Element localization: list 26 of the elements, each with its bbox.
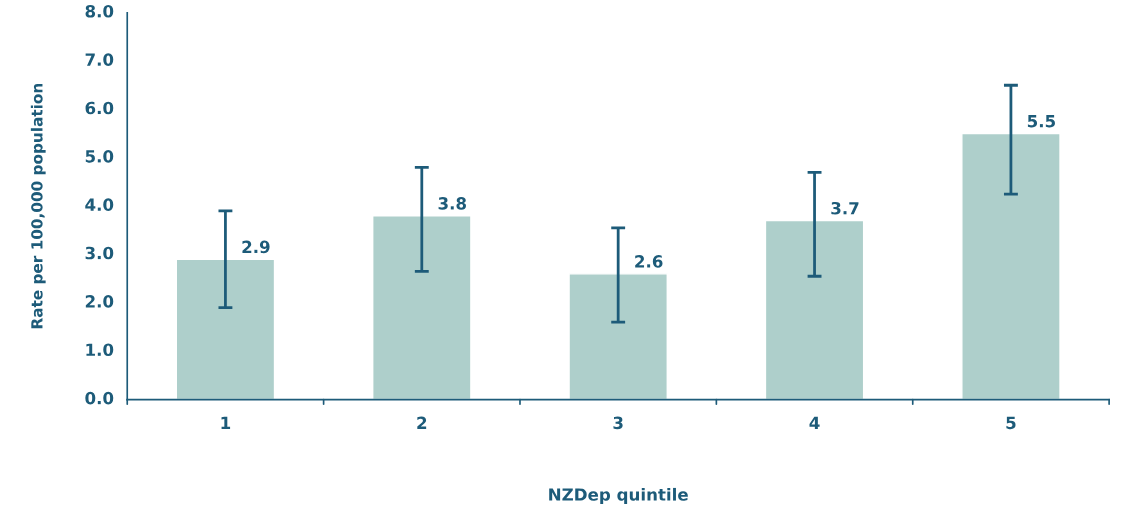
y-tick-label: 2.0 [85,295,114,308]
x-tick-label: 2 [417,416,427,429]
bar [372,215,472,400]
x-tick-label: 5 [1006,416,1016,430]
y-tick-label: 8.0 [85,4,114,18]
y-axis-title: Rate per 100,000 population [30,83,46,329]
y-tick-label: 7.0 [85,53,114,66]
y-tick-label: 1.0 [86,343,114,357]
bar [764,219,865,400]
y-tick-label: 0.0 [85,391,114,405]
x-axis-title: NZDep quintile [549,487,688,505]
data-label: 3.8 [438,197,466,210]
data-label: 2.9 [242,240,270,254]
data-label: 2.6 [635,255,663,268]
bar [175,258,276,400]
x-tick-label: 1 [221,416,231,429]
bar [568,273,668,400]
y-tick-label: 4.0 [85,198,114,211]
y-tick-label: 5.0 [85,150,114,163]
data-label: 5.5 [1027,115,1055,128]
data-label: 3.7 [831,201,859,215]
y-tick-label: 6.0 [85,101,114,115]
bar [961,132,1061,400]
y-tick-label: 3.0 [85,246,114,260]
x-tick-label: 4 [809,416,820,429]
x-tick-label: 3 [613,416,623,430]
